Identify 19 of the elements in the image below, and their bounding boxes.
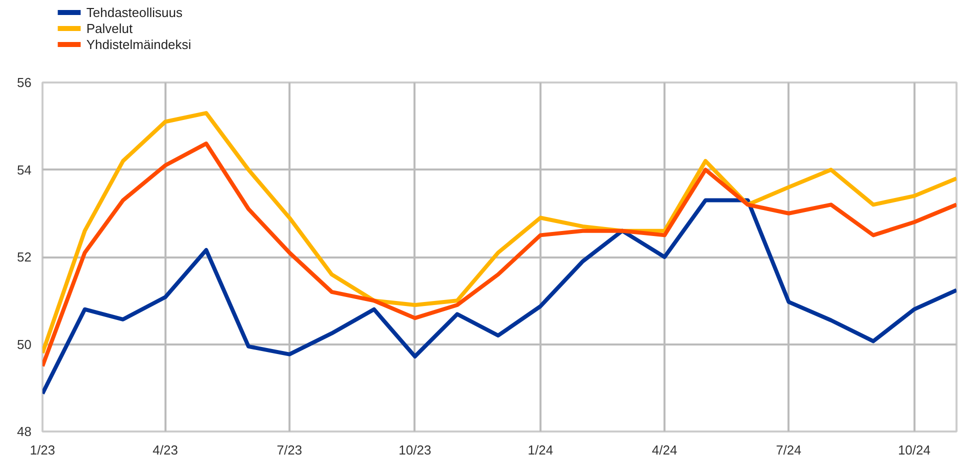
legend-label: Tehdasteollisuus <box>86 5 184 20</box>
x-tick-label: 7/23 <box>276 442 302 458</box>
x-tick-label: 10/23 <box>398 442 432 458</box>
x-tick-label: 7/24 <box>776 442 802 458</box>
y-tick-label: 50 <box>17 336 32 352</box>
legend-label: Palvelut <box>86 21 134 36</box>
line-series <box>42 111 956 355</box>
x-tick-label: 4/23 <box>152 442 178 458</box>
x-tick-label: 1/24 <box>528 442 554 458</box>
y-tick-label: 48 <box>17 424 32 439</box>
y-tick-label: 56 <box>17 75 32 90</box>
legend-label: Yhdistelmäindeksi <box>86 37 192 52</box>
y-tick-label: 54 <box>17 162 32 178</box>
x-tick-label: 4/24 <box>652 442 678 458</box>
line-series <box>42 142 956 368</box>
x-tick-label: 10/24 <box>898 442 930 458</box>
x-tick-label: 1/23 <box>30 442 56 458</box>
y-tick-label: 52 <box>17 250 32 264</box>
line-series <box>42 198 956 396</box>
